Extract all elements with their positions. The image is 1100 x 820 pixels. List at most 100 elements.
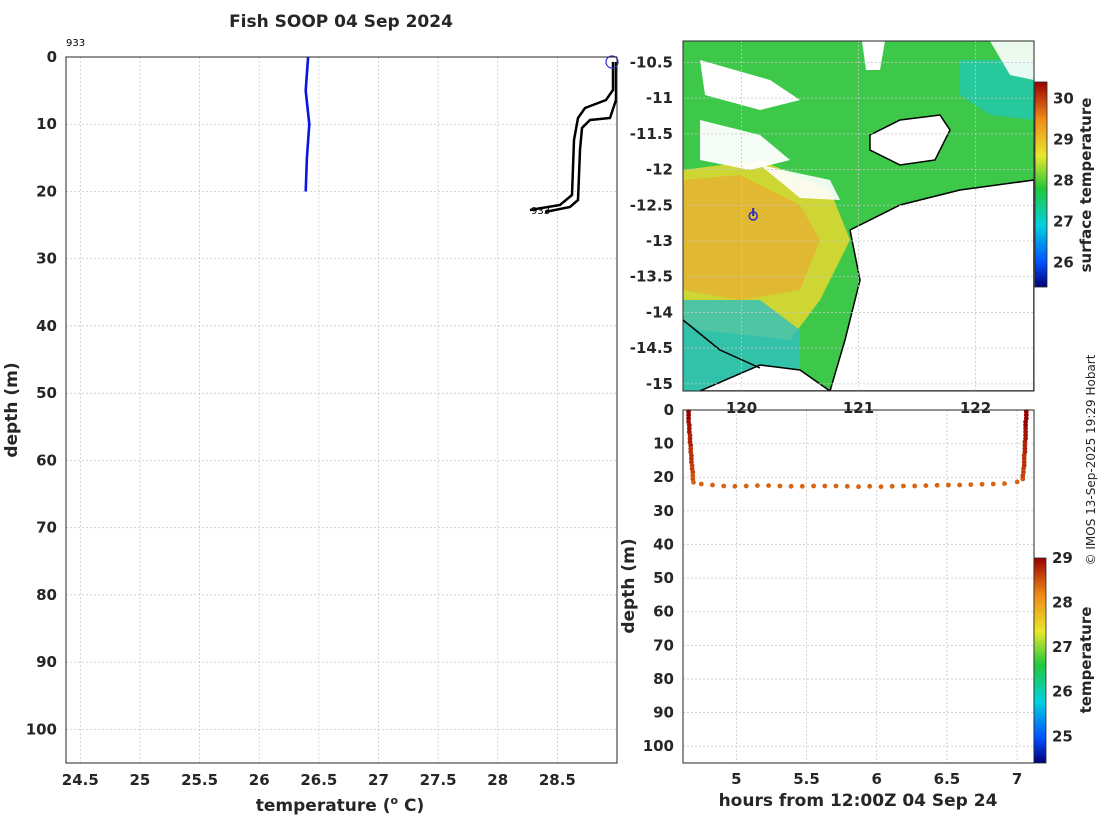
credit-text: © IMOS 13-Sep-2025 19:29 Hobart <box>1084 354 1098 565</box>
profile-id-track-label: 933 <box>531 206 550 217</box>
profile-x-tick-label: 25 <box>130 771 151 789</box>
time-depth-point <box>957 482 962 488</box>
time-depth-point <box>689 463 695 468</box>
time-depth-point <box>1022 442 1028 448</box>
time-depth-point <box>691 479 696 485</box>
time-depth-point <box>689 456 694 462</box>
map-lat-tick-label: -12 <box>646 161 673 179</box>
map-lat-tick-label: -12.5 <box>630 196 673 214</box>
time-depth-point <box>686 422 692 428</box>
time-depth-y-tick-label: 40 <box>653 535 674 553</box>
time-depth-x-label: hours from 12:00Z 04 Sep 24 <box>719 791 998 811</box>
time-depth-point <box>686 416 691 421</box>
time-depth-point <box>755 483 760 488</box>
profile-y-tick-label: 60 <box>36 451 57 469</box>
figure-title: Fish SOOP 04 Sep 2024 <box>229 12 453 32</box>
temperature-colorbar-tick-label: 25 <box>1052 727 1073 745</box>
time-depth-point <box>934 482 940 488</box>
time-depth-point <box>710 482 715 488</box>
profile-x-label-sup: o <box>391 794 399 807</box>
map-lat-tick-label: -13 <box>646 232 673 250</box>
southern-land <box>699 364 832 391</box>
sst-hot-west <box>683 175 820 300</box>
time-depth-point <box>1022 446 1028 452</box>
time-depth-point <box>1023 432 1028 438</box>
profile-y-tick-label: 30 <box>36 250 57 268</box>
time-depth-point <box>690 473 696 478</box>
cloud-north <box>700 60 800 110</box>
time-depth-y-tick-label: 60 <box>653 603 674 621</box>
time-depth-point <box>923 483 929 488</box>
time-depth-axes-box <box>682 409 1035 764</box>
time-depth-point <box>721 483 727 489</box>
sst-map: -10.5 -11 -11.5 -12 -12.5 -13 -13.5 -14 -14.5 -15… <box>630 40 1095 417</box>
map-lat-tick-label: -11.5 <box>630 125 673 143</box>
time-depth-point <box>878 484 884 490</box>
time-depth-point <box>889 483 895 489</box>
time-depth-point <box>788 483 794 489</box>
track-line-outer <box>529 62 615 212</box>
temperature-colorbar-tick-label: 28 <box>1052 594 1073 612</box>
time-depth-point <box>686 426 692 431</box>
profile-x-label: temperature (o C) <box>256 794 425 816</box>
time-depth-point <box>946 482 951 488</box>
time-depth-y-label: depth (m) <box>619 538 639 633</box>
sst-colorbar <box>1034 81 1048 288</box>
profile-x-tick-label: 27.5 <box>420 771 457 789</box>
time-depth-point <box>777 483 783 489</box>
time-depth-x-tick-label: 5.5 <box>793 770 820 788</box>
time-depth-point <box>968 482 974 487</box>
map-lon-tick-label: 120 <box>726 399 757 417</box>
time-depth-point <box>698 481 704 487</box>
profile-y-tick-label: 20 <box>36 182 57 200</box>
time-depth-point <box>811 483 816 489</box>
time-depth-point <box>1023 412 1029 418</box>
profile-y-tick-label: 0 <box>47 48 57 66</box>
time-depth-point <box>1022 449 1028 455</box>
profile-series <box>304 56 311 192</box>
cloud-northeast <box>990 41 1034 80</box>
profile-x-tick-label: 27 <box>368 771 389 789</box>
profile-x-label-main: temperature ( <box>256 796 391 816</box>
map-lat-tick-label: -10.5 <box>630 53 673 71</box>
time-depth-points <box>686 409 1029 490</box>
cloud-central <box>760 165 840 200</box>
profile-line <box>304 56 311 192</box>
map-lat-tick-label: -15 <box>646 375 673 393</box>
time-depth-point <box>1021 463 1027 468</box>
coastline-land <box>829 179 1034 391</box>
map-lat-tick-label: -13.5 <box>630 268 673 286</box>
sst-map-axes-box <box>682 40 1035 392</box>
profile-x-tick-label: 26.5 <box>300 771 337 789</box>
profile-chart: 933 24.5 25 25.5 26 26.5 27 27.5 28 28.5 0 10 20 30 4… <box>2 48 619 816</box>
sst-colorbar-tick-label: 30 <box>1053 89 1074 107</box>
time-depth-point <box>1023 416 1029 421</box>
profile-y-tick-label: 70 <box>36 519 57 537</box>
profile-tick-labels: 24.5 25 25.5 26 26.5 27 27.5 28 28.5 0 10 20 30 40 50 6… <box>26 48 576 789</box>
time-depth-point <box>1002 481 1007 486</box>
map-lat-tick-label: -11 <box>646 89 673 107</box>
southwest-coast <box>683 319 761 369</box>
map-lon-tick-label: 122 <box>960 399 991 417</box>
time-depth-point <box>732 483 738 489</box>
profile-id-top-label: 933 <box>66 38 85 49</box>
time-depth-y-tick-label: 100 <box>643 737 674 755</box>
time-depth-y-tick-label: 30 <box>653 502 674 520</box>
time-depth-point <box>901 483 906 489</box>
temperature-colorbar-ticks: 25 26 27 28 29 <box>1052 549 1073 745</box>
time-depth-point <box>799 483 805 489</box>
time-depth-point <box>856 484 861 490</box>
time-depth-y-tick-label: 50 <box>653 569 674 587</box>
profile-x-tick-label: 26 <box>249 771 270 789</box>
profile-axes-box <box>65 56 618 764</box>
time-depth-point <box>1021 459 1027 465</box>
sst-colorbar-label: surface temperature <box>1077 98 1095 273</box>
sst-map-tick-labels: -10.5 -11 -11.5 -12 -12.5 -13 -13.5 -14 -14.5 -15… <box>630 53 991 417</box>
time-depth-point <box>1023 429 1028 435</box>
profile-grid <box>66 56 617 763</box>
map-lon-tick-label: 121 <box>843 399 874 417</box>
time-depth-point <box>822 483 828 489</box>
profile-y-tick-label: 10 <box>36 115 57 133</box>
time-depth-point <box>690 469 696 475</box>
